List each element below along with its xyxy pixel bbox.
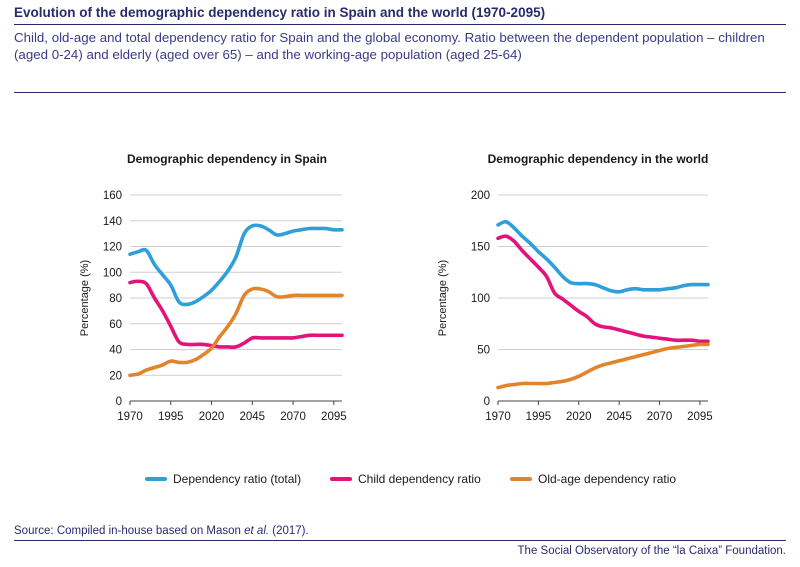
legend-item-child: Child dependency ratio [330, 472, 481, 486]
source-prefix: Source: Compiled in-house based on Mason [14, 525, 245, 537]
legend: Dependency ratio (total) Child dependenc… [0, 472, 800, 490]
source-note: Source: Compiled in-house based on Mason… [14, 525, 309, 537]
chart-panel-1: Demographic dependency in the world 0 50 10… [437, 152, 713, 423]
footer-credit: The Social Observatory of the “la Caixa”… [517, 545, 786, 557]
legend-label-total: Dependency ratio (total) [173, 472, 302, 486]
y-tick-label: 50 [477, 345, 490, 357]
series-line-total [496, 219, 710, 294]
y-tick-label: 150 [471, 242, 490, 254]
series-line-total [128, 223, 344, 307]
y-tick-label: 40 [109, 345, 122, 357]
y-tick-label: 120 [103, 242, 122, 254]
header-rule-bottom [14, 92, 786, 93]
legend-swatch-total [145, 477, 167, 481]
legend-item-total: Dependency ratio (total) [145, 472, 301, 486]
chart-panel-0: Demographic dependency in Spain 0 20 40 60 80… [79, 152, 347, 423]
panel-title-1: Demographic dependency in the world [488, 152, 709, 166]
y-tick-label: 0 [116, 396, 122, 408]
x-tick-label: 1970 [117, 411, 143, 423]
x-tick-label: 2070 [647, 411, 673, 423]
x-tick-label: 2045 [606, 411, 632, 423]
y-tick-label: 100 [471, 293, 490, 305]
y-tick-label: 0 [484, 396, 490, 408]
source-suffix: (2017). [269, 525, 309, 537]
series-line-child [496, 234, 710, 344]
panel-title-0: Demographic dependency in Spain [127, 152, 327, 166]
y-tick-label: 80 [109, 293, 122, 305]
y-tick-label: 100 [103, 267, 122, 279]
x-tick-label: 2070 [280, 411, 306, 423]
chart-title: Evolution of the demographic dependency … [14, 5, 546, 20]
x-tick-label: 2095 [321, 411, 347, 423]
x-tick-label: 2095 [687, 411, 713, 423]
source-italic: et al. [244, 525, 270, 537]
y-axis-label: Percentage (%) [437, 260, 449, 336]
charts-canvas: Demographic dependency in Spain 0 20 40 60 80… [79, 152, 713, 423]
x-tick-label: 2020 [566, 411, 592, 423]
y-axis-label: Percentage (%) [79, 260, 91, 336]
chart-subtitle: Child, old-age and total dependency rati… [14, 30, 765, 62]
y-tick-label: 200 [471, 190, 490, 202]
x-tick-label: 2020 [199, 411, 225, 423]
series-line-old-age [128, 286, 344, 378]
legend-label-child: Child dependency ratio [358, 472, 481, 486]
legend-item-old-age: Old-age dependency ratio [510, 472, 676, 486]
series-line-child [128, 279, 344, 350]
y-tick-label: 60 [109, 319, 122, 331]
y-tick-label: 20 [109, 370, 122, 382]
x-tick-label: 2045 [240, 411, 266, 423]
y-tick-label: 160 [103, 190, 122, 202]
header-rule-top [14, 24, 786, 25]
legend-swatch-old-age [510, 477, 532, 481]
series-line-old-age [496, 342, 710, 390]
x-tick-label: 1995 [158, 411, 184, 423]
y-tick-label: 140 [103, 216, 122, 228]
legend-swatch-child [330, 477, 352, 481]
footer-rule [14, 540, 786, 541]
x-tick-label: 1995 [526, 411, 552, 423]
x-tick-label: 1970 [485, 411, 511, 423]
legend-label-old-age: Old-age dependency ratio [538, 472, 677, 486]
